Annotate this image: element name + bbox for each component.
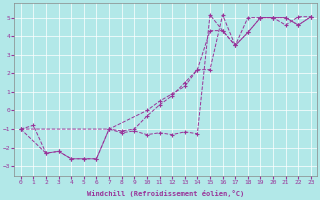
X-axis label: Windchill (Refroidissement éolien,°C): Windchill (Refroidissement éolien,°C) — [87, 190, 244, 197]
